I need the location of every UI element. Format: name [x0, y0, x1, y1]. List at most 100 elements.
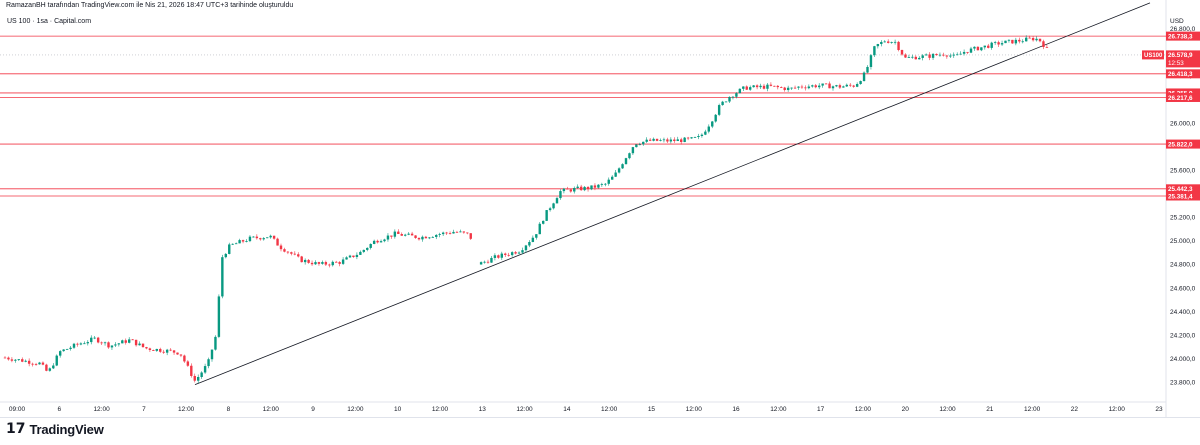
candle-body — [376, 240, 379, 243]
candle-body — [469, 233, 472, 239]
candle-body — [635, 144, 638, 148]
candle-body — [372, 240, 376, 244]
candle-body — [293, 253, 296, 255]
candle-body — [148, 348, 152, 351]
candle-body — [486, 261, 490, 263]
candle-body — [362, 249, 365, 252]
candle-body — [321, 262, 324, 264]
x-tick-label: 13 — [479, 406, 487, 413]
candle-body — [359, 251, 362, 255]
candle-body — [352, 255, 355, 258]
candle-body — [217, 296, 221, 337]
x-tick-label: 15 — [648, 406, 656, 413]
candle-body — [455, 231, 459, 233]
candle-body — [497, 255, 500, 258]
candle-body — [583, 186, 586, 191]
candle-body — [666, 139, 669, 142]
candle-body — [983, 45, 986, 48]
candle-body — [956, 54, 959, 56]
candle-body — [735, 93, 738, 97]
candle-body — [169, 349, 172, 351]
candle-body — [1028, 37, 1031, 39]
candle-body — [183, 355, 186, 362]
candle-body — [880, 41, 883, 45]
y-tick-label: 24.200,0 — [1170, 332, 1196, 339]
candle-body — [72, 343, 76, 348]
candle-body — [669, 139, 673, 142]
candle-body — [338, 262, 341, 264]
candle-body — [593, 185, 597, 188]
candle-body — [697, 135, 700, 138]
tradingview-logo[interactable]: 17 TradingView — [6, 421, 104, 437]
x-tick-label: 10 — [394, 406, 402, 413]
candle-body — [824, 83, 828, 85]
candle-body — [234, 243, 238, 245]
candle-body — [197, 376, 200, 381]
candle-body — [524, 245, 528, 251]
candle-body — [611, 176, 614, 180]
candle-body — [790, 87, 793, 89]
candle-body — [604, 183, 607, 185]
candle-body — [911, 56, 914, 58]
candle-body — [831, 86, 835, 89]
x-tick-label: 12:00 — [516, 406, 533, 413]
currency-label: USD — [1170, 18, 1184, 25]
candle-body — [807, 86, 811, 89]
candle-body — [79, 343, 83, 345]
x-tick-label: 12:00 — [939, 406, 956, 413]
candle-body — [973, 46, 976, 49]
candle-body — [590, 185, 593, 190]
candle-body — [907, 57, 911, 58]
candle-body — [928, 54, 931, 58]
candle-body — [655, 138, 659, 141]
candle-body — [228, 244, 231, 254]
candle-body — [976, 46, 980, 51]
y-tick-label: 24.800,0 — [1170, 262, 1196, 269]
candle-body — [393, 231, 397, 237]
trendline[interactable] — [194, 2, 1151, 386]
x-tick-label: 12:00 — [347, 406, 364, 413]
candle-body — [690, 137, 693, 139]
candle-body — [721, 101, 724, 106]
candle-body — [621, 164, 624, 169]
x-tick-label: 12:00 — [263, 406, 280, 413]
candle-body — [576, 186, 579, 188]
candle-body — [269, 235, 272, 238]
level-price-label: 26.217,6 — [1168, 95, 1193, 102]
candle-body — [662, 139, 666, 141]
x-tick-label: 12:00 — [686, 406, 703, 413]
x-tick-label: 12:00 — [178, 406, 195, 413]
candle-body — [86, 342, 89, 344]
candle-body — [31, 363, 34, 365]
candle-body — [324, 262, 328, 265]
candle-body — [355, 254, 359, 258]
level-price-tag — [1166, 31, 1200, 41]
price-chart[interactable]: USD 23.800,0 24.000,0 24.200,0 24.400,0 24.60… — [0, 0, 1200, 420]
symbol-legend[interactable]: US 100 · 1sa · Capital.com — [7, 18, 92, 25]
candle-body — [96, 337, 100, 343]
candle-body — [1021, 41, 1024, 43]
candle-body — [638, 144, 641, 146]
candle-body — [1038, 38, 1042, 42]
y-tick-label: 25.200,0 — [1170, 215, 1196, 222]
x-tick-label: 12:00 — [432, 406, 449, 413]
candle-body — [869, 55, 873, 67]
candle-body — [483, 261, 486, 263]
candle-body — [514, 252, 517, 254]
candle-body — [286, 251, 290, 253]
candle-body — [390, 235, 393, 237]
candle-body — [466, 232, 469, 234]
candle-body — [949, 55, 952, 57]
candle-body — [1011, 39, 1014, 44]
candle-body — [369, 243, 372, 248]
y-tick-label: 24.000,0 — [1170, 356, 1196, 363]
candle-body — [893, 41, 897, 43]
candle-body — [193, 375, 196, 381]
candle-body — [159, 348, 162, 352]
candle-body — [414, 235, 417, 238]
candle-body — [27, 360, 31, 364]
level-price-tag — [1166, 184, 1200, 194]
candle-body — [83, 343, 86, 345]
candle-body — [21, 359, 24, 362]
level-price-tag — [1166, 139, 1200, 149]
